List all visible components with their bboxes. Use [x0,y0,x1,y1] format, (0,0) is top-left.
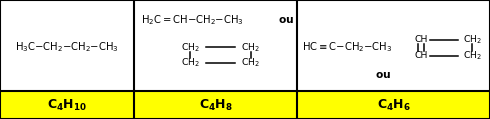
Text: $\mathbf{ou}$: $\mathbf{ou}$ [278,15,294,25]
Text: CH$_2$: CH$_2$ [242,41,260,54]
Text: $\mathbf{C_4H_6}$: $\mathbf{C_4H_6}$ [377,97,411,113]
Text: HC$\equiv$C$-$CH$_2$$-$CH$_3$: HC$\equiv$C$-$CH$_2$$-$CH$_3$ [302,41,392,55]
Text: CH$_2$: CH$_2$ [463,49,482,62]
Text: $\mathbf{C_4H_8}$: $\mathbf{C_4H_8}$ [198,97,233,113]
Text: CH: CH [415,35,428,44]
Text: $\mathbf{ou}$: $\mathbf{ou}$ [375,70,391,80]
Text: $\mathbf{C_4H_{10}}$: $\mathbf{C_4H_{10}}$ [47,97,87,113]
Text: CH$_2$: CH$_2$ [463,33,482,46]
Bar [0,91,490,119]
Text: H$_3$C$-$CH$_2$$-$CH$_2$$-$CH$_3$: H$_3$C$-$CH$_2$$-$CH$_2$$-$CH$_3$ [15,41,119,55]
Text: CH$_2$: CH$_2$ [242,57,260,69]
Text: CH$_2$: CH$_2$ [181,41,199,54]
Text: CH: CH [415,51,428,60]
Text: H$_2$C$=$CH$-$CH$_2$$-$CH$_3$: H$_2$C$=$CH$-$CH$_2$$-$CH$_3$ [142,13,244,27]
Text: CH$_2$: CH$_2$ [181,57,199,69]
